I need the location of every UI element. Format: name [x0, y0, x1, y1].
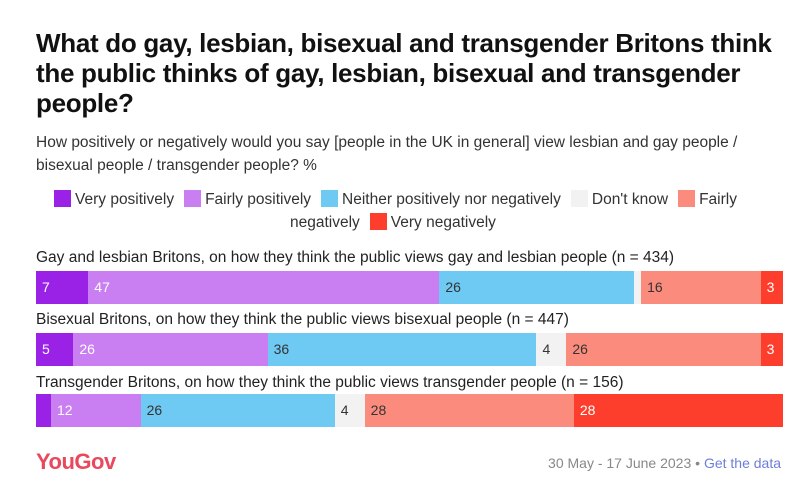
- segment-label: 12: [56, 402, 73, 418]
- bar-segment: 3: [760, 271, 783, 304]
- segment-label: 3: [766, 279, 775, 295]
- legend-label: Very negatively: [390, 214, 496, 231]
- segment-label: 28: [370, 402, 387, 418]
- bar-segment: 12: [50, 394, 141, 427]
- segment-label: 4: [340, 402, 349, 418]
- legend-item: Fairly negatively: [290, 190, 737, 231]
- bar-segment: 3: [760, 333, 783, 366]
- legend-swatch: [321, 190, 339, 207]
- stacked-bar: 5 26 36 4 26 3: [36, 333, 783, 366]
- legend-label: Don't know: [591, 191, 669, 208]
- stacked-bar: 12 26 4 28 28: [36, 394, 783, 427]
- row-label: Transgender Britons, on how they think t…: [36, 374, 624, 391]
- legend-item: Very positively: [54, 190, 175, 208]
- legend-swatch: [570, 190, 588, 207]
- bar-segment: 26: [140, 394, 335, 427]
- row-label: Bisexual Britons, on how they think the …: [36, 311, 569, 328]
- yougov-logo[interactable]: YouGov: [36, 449, 116, 474]
- bar-segment: 26: [73, 333, 268, 366]
- segment-label: 26: [79, 341, 95, 357]
- legend-label: Neither positively nor negatively: [342, 191, 561, 208]
- bar-segment: 28: [573, 394, 783, 427]
- segment-label: 28: [579, 402, 596, 418]
- legend-swatch: [678, 190, 696, 207]
- legend-label: Fairly negatively: [290, 191, 737, 231]
- segment-label: 47: [94, 279, 110, 295]
- chart-legend: Very positively Fairly positively Neither …: [54, 188, 768, 234]
- bar-segment: 5: [36, 333, 74, 366]
- segment-label: 26: [572, 341, 588, 357]
- row-label: Gay and lesbian Britons, on how they thi…: [36, 249, 675, 266]
- bar-segment: 7: [36, 271, 89, 304]
- legend-swatch: [369, 213, 387, 230]
- segment-label: 4: [542, 341, 551, 357]
- chart-subtitle: How positively or negatively would you s…: [36, 134, 738, 174]
- segment-label: 26: [146, 402, 163, 418]
- bar-segment: [633, 271, 642, 304]
- segment-label: 5: [42, 341, 50, 357]
- segment-label: 3: [766, 341, 775, 357]
- chart-title: What do gay, lesbian, bisexual and trans…: [36, 28, 772, 118]
- legend-swatch: [184, 190, 202, 207]
- legend-label: Very positively: [75, 191, 175, 208]
- bar-segment: 26: [566, 333, 761, 366]
- bar-segment: 16: [641, 271, 761, 304]
- segment-label: 26: [445, 279, 461, 295]
- segment-label: 7: [42, 279, 50, 295]
- get-the-data-link[interactable]: Get the data: [703, 455, 781, 471]
- legend-item: Don't know: [570, 190, 669, 208]
- segment-label: 16: [647, 279, 663, 295]
- bar-segment: 4: [536, 333, 567, 366]
- bar-segment: 47: [88, 271, 440, 304]
- legend-label: Fairly positively: [205, 191, 312, 208]
- legend-item: Fairly positively: [184, 190, 312, 208]
- bar-segment: [36, 394, 51, 427]
- legend-item: Very negatively: [369, 213, 496, 231]
- bar-segment: 36: [267, 333, 537, 366]
- bar-segment: 26: [439, 271, 634, 304]
- bar-segment: 4: [334, 394, 365, 427]
- survey-date: 30 May - 17 June 2023 •: [548, 455, 704, 471]
- legend-item: Neither positively nor negatively: [321, 190, 561, 208]
- stacked-bar: 7 47 26 16 3: [36, 271, 783, 304]
- segment-label: 36: [273, 341, 290, 357]
- footer-source: 30 May - 17 June 2023 • Get the data: [548, 455, 781, 471]
- bar-segment: 28: [364, 394, 574, 427]
- legend-swatch: [54, 190, 71, 207]
